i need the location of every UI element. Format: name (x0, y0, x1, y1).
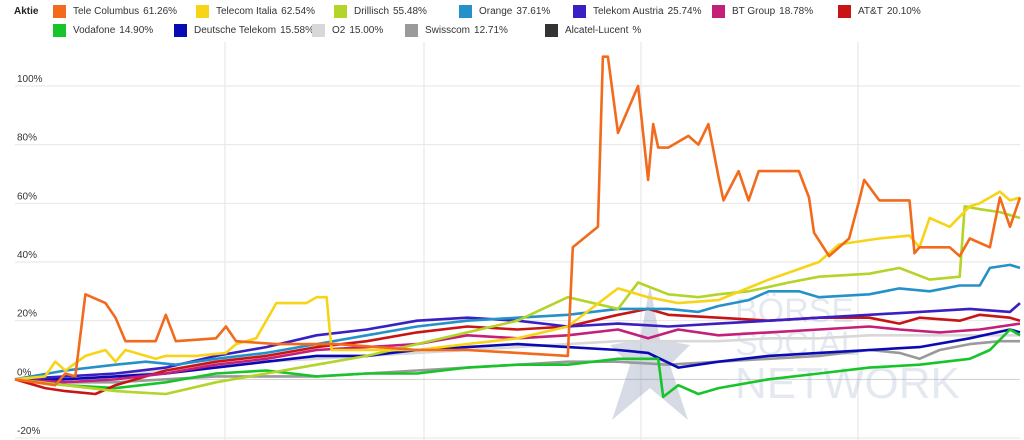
legend-series-name: Telecom Italia (216, 5, 278, 17)
legend-swatch (53, 23, 66, 37)
legend-item[interactable]: Swisscom 12.71% (405, 23, 508, 37)
y-tick-label: 80% (17, 133, 37, 144)
chart-legend: Aktie Tele Columbus 61.26% Telecom Italia 6… (0, 0, 1024, 42)
legend-item[interactable]: Tele Columbus 61.26% (53, 4, 177, 18)
legend-series-name: Tele Columbus (73, 5, 140, 17)
y-tick-label: 100% (17, 74, 43, 85)
legend-item[interactable]: Orange 37.61% (459, 4, 550, 18)
legend-swatch (545, 23, 558, 37)
legend-item[interactable]: Telekom Austria 25.74% (573, 4, 702, 18)
legend-item[interactable]: Alcatel-Lucent% (545, 23, 641, 37)
legend-series-value: 25.74% (667, 5, 702, 17)
legend-series-name: O2 (332, 24, 346, 36)
legend-series-name: Swisscom (425, 24, 471, 36)
legend-item[interactable]: O2 15.00% (312, 23, 383, 37)
legend-series-name: Telekom Austria (593, 5, 664, 17)
legend-series-name: BT Group (732, 5, 776, 17)
legend-item[interactable]: Vodafone 14.90% (53, 23, 153, 37)
y-tick-label: 20% (17, 309, 37, 320)
legend-series-name: Orange (479, 5, 513, 17)
y-tick-label: 40% (17, 250, 37, 261)
legend-item[interactable]: Deutsche Telekom 15.58% (174, 23, 314, 37)
watermark-line3: NETWORK (735, 359, 960, 408)
legend-title: Aktie (14, 6, 39, 17)
series-line-vodafone[interactable] (14, 328, 1021, 399)
legend-swatch (174, 23, 187, 37)
series-line-tele-columbus[interactable] (14, 55, 1022, 387)
series-line-orange[interactable] (14, 263, 1021, 381)
legend-swatch (312, 23, 325, 37)
legend-series-value: 55.48% (393, 5, 427, 17)
y-tick-label: 60% (17, 191, 37, 202)
legend-series-value: 18.78% (779, 5, 814, 17)
legend-series-value: 12.71% (474, 24, 508, 36)
legend-series-name: Alcatel-Lucent (565, 24, 629, 36)
legend-series-value: 62.54% (281, 5, 316, 17)
legend-item[interactable]: AT&T 20.10% (838, 4, 921, 18)
legend-swatch (838, 4, 851, 18)
legend-swatch (53, 4, 66, 18)
legend-swatch (334, 4, 347, 18)
legend-series-name: Vodafone (73, 24, 116, 36)
legend-item[interactable]: Drillisch 55.48% (334, 4, 427, 18)
legend-series-value: 15.00% (349, 24, 384, 36)
legend-series-value: % (632, 24, 642, 36)
legend-swatch (196, 4, 209, 18)
series-line-drillisch[interactable] (14, 205, 1021, 396)
legend-series-name: Deutsche Telekom (194, 24, 277, 36)
legend-series-value: 15.58% (280, 24, 315, 36)
legend-series-value: 14.90% (119, 24, 154, 36)
y-tick-label: 0% (17, 367, 32, 378)
legend-swatch (405, 23, 418, 37)
legend-swatch (712, 4, 725, 18)
watermark-logo: BÖRSE SOCIAL NETWORK (610, 285, 960, 420)
legend-item[interactable]: Telecom Italia 62.54% (196, 4, 315, 18)
legend-series-name: AT&T (858, 5, 883, 17)
legend-series-value: 37.61% (516, 5, 551, 17)
legend-series-name: Drillisch (354, 5, 389, 17)
legend-series-value: 61.26% (143, 5, 178, 17)
series-lines (14, 55, 1022, 399)
y-tick-label: -20% (17, 426, 40, 437)
legend-swatch (459, 4, 472, 18)
legend-series-value: 20.10% (886, 5, 921, 17)
legend-swatch (573, 4, 586, 18)
legend-item[interactable]: BT Group 18.78% (712, 4, 813, 18)
